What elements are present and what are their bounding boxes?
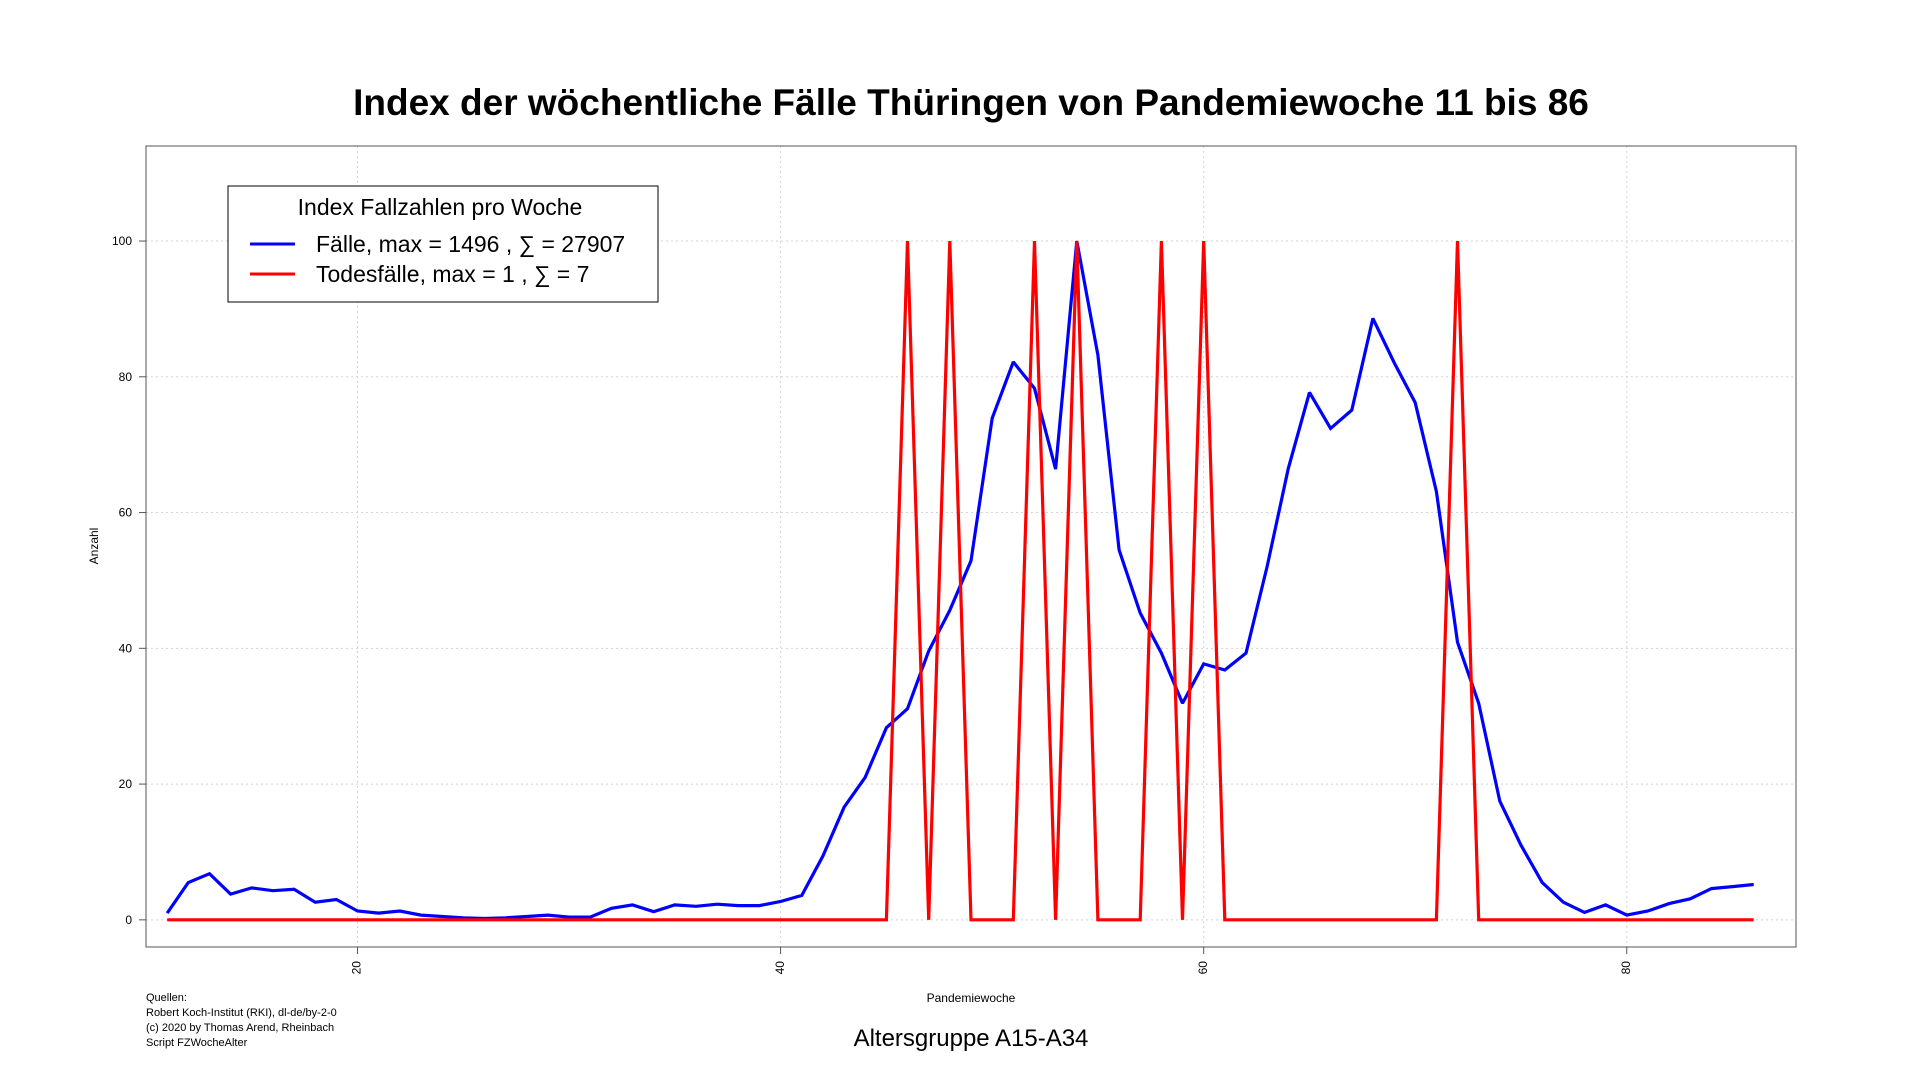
x-tick-label: 20 bbox=[350, 961, 364, 975]
chart-title: Index der wöchentliche Fälle Thüringen v… bbox=[353, 82, 1589, 123]
y-tick-label: 20 bbox=[119, 777, 133, 791]
legend-box bbox=[227, 185, 659, 303]
x-tick-label: 60 bbox=[1196, 961, 1210, 975]
plot-frame bbox=[145, 145, 1797, 948]
series-line-todesfaelle bbox=[167, 240, 1754, 922]
y-axis-label: Anzahl bbox=[87, 528, 101, 565]
y-tick-label: 0 bbox=[125, 913, 132, 927]
source-line: Script FZWocheAlter bbox=[146, 1037, 248, 1049]
legend-title: Index Fallzahlen pro Woche bbox=[298, 194, 583, 220]
y-tick-label: 40 bbox=[119, 641, 133, 655]
series-group bbox=[165, 240, 1754, 922]
legend-label-faelle: Fälle, max = 1496 , ∑ = 27907 bbox=[316, 231, 625, 257]
chart-subtitle: Altersgruppe A15-A34 bbox=[854, 1025, 1089, 1052]
source-note: Quellen: Robert Koch-Institut (RKI), dl-… bbox=[146, 992, 337, 1049]
y-tick-label: 100 bbox=[112, 234, 132, 248]
source-line: Quellen: bbox=[146, 992, 187, 1004]
y-tick-label: 80 bbox=[119, 370, 133, 384]
legend: Index Fallzahlen pro Woche Fälle, max = … bbox=[227, 185, 659, 303]
x-tick-label: 40 bbox=[773, 961, 787, 975]
x-axis: 20 40 60 80 bbox=[350, 947, 1633, 974]
source-line: Robert Koch-Institut (RKI), dl-de/by-2-0 bbox=[146, 1007, 337, 1019]
source-line: (c) 2020 by Thomas Arend, Rheinbach bbox=[146, 1022, 334, 1034]
x-tick-label: 80 bbox=[1619, 961, 1633, 975]
y-tick-label: 60 bbox=[119, 506, 133, 520]
legend-label-todesfaelle: Todesfälle, max = 1 , ∑ = 7 bbox=[316, 261, 589, 287]
x-axis-label: Pandemiewoche bbox=[927, 991, 1016, 1005]
y-axis: 0 20 40 60 80 100 bbox=[112, 234, 146, 927]
